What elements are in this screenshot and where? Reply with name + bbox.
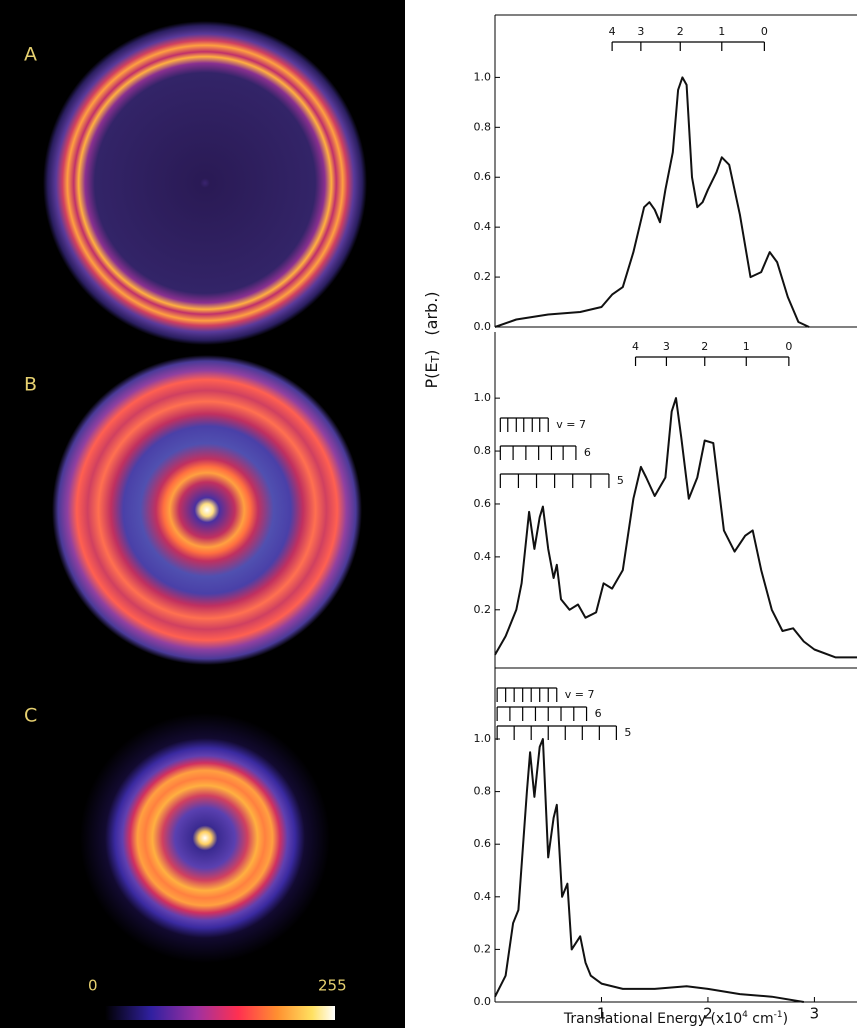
y-tick-label: 0.6 [474,170,492,183]
y-tick-label: 1.0 [474,732,492,745]
x-label-sup: -1 [774,1010,783,1020]
y-tick-label: 0.8 [474,444,492,457]
y-axis-label: P(ET) (arb.) [422,291,443,388]
progression-label: 3 [637,25,644,38]
progression-label: 2 [701,340,708,353]
y-tick-label: 0.6 [474,497,492,510]
y-tick-label: 0.0 [474,320,492,333]
y-tick-label: 0.8 [474,120,492,133]
progression-label: v = 7 [565,688,595,701]
ring-image [43,21,367,345]
x-label-part: cm [748,1011,774,1027]
progression-label: 6 [595,707,602,720]
panel-letter: B [24,374,37,396]
y-tick-label: 0.2 [474,603,492,616]
y-tick-label: 0.4 [474,890,492,903]
x-tick-label: 3 [810,1005,820,1023]
y-label-unit: (arb.) [422,291,441,335]
x-tick-label: 2 [703,1005,713,1023]
data-line [494,76,810,328]
y-tick-label: 0.6 [474,837,492,850]
progression-label: 6 [584,446,591,459]
y-tick-label: 0.0 [474,995,492,1008]
progression-label: 3 [663,340,670,353]
panel-letter: A [24,44,37,66]
y-label-part: ) [422,350,441,356]
progression-label: 5 [624,726,631,739]
progression-label: 5 [617,474,624,487]
progression-label: 4 [632,340,639,353]
y-tick-label: 0.4 [474,220,492,233]
x-label-part: ) [783,1011,788,1027]
progression-label: 0 [761,25,768,38]
y-tick-label: 0.8 [474,785,492,798]
colorbar [105,1006,335,1020]
data-line [494,738,804,1003]
y-label-part: P(E [422,363,441,389]
colorbar-label: 255 [318,977,347,995]
x-axis-label: Translational Energy (x104 cm-1) [563,1010,788,1028]
progression-label: 2 [677,25,684,38]
progression-label: 1 [718,25,725,38]
y-tick-label: 1.0 [474,70,492,83]
y-tick-label: 1.0 [474,391,492,404]
panel-letter: C [24,705,37,727]
y-label-sub: T [429,356,442,364]
x-tick-label: 1 [597,1005,607,1023]
ring-image [52,355,362,665]
y-tick-label: 0.2 [474,942,492,955]
progression-label: 1 [743,340,750,353]
y-tick-label: 0.4 [474,550,492,563]
data-line [494,397,857,659]
progression-label: 4 [609,25,616,38]
x-label-sup: 4 [742,1010,748,1020]
progression-label: 0 [785,340,792,353]
colorbar-label: 0 [88,977,98,995]
x-label-part: Translational Energy (x10 [563,1011,742,1027]
ring-image [80,713,330,963]
y-tick-label: 0.2 [474,270,492,283]
progression-label: v = 7 [556,418,586,431]
